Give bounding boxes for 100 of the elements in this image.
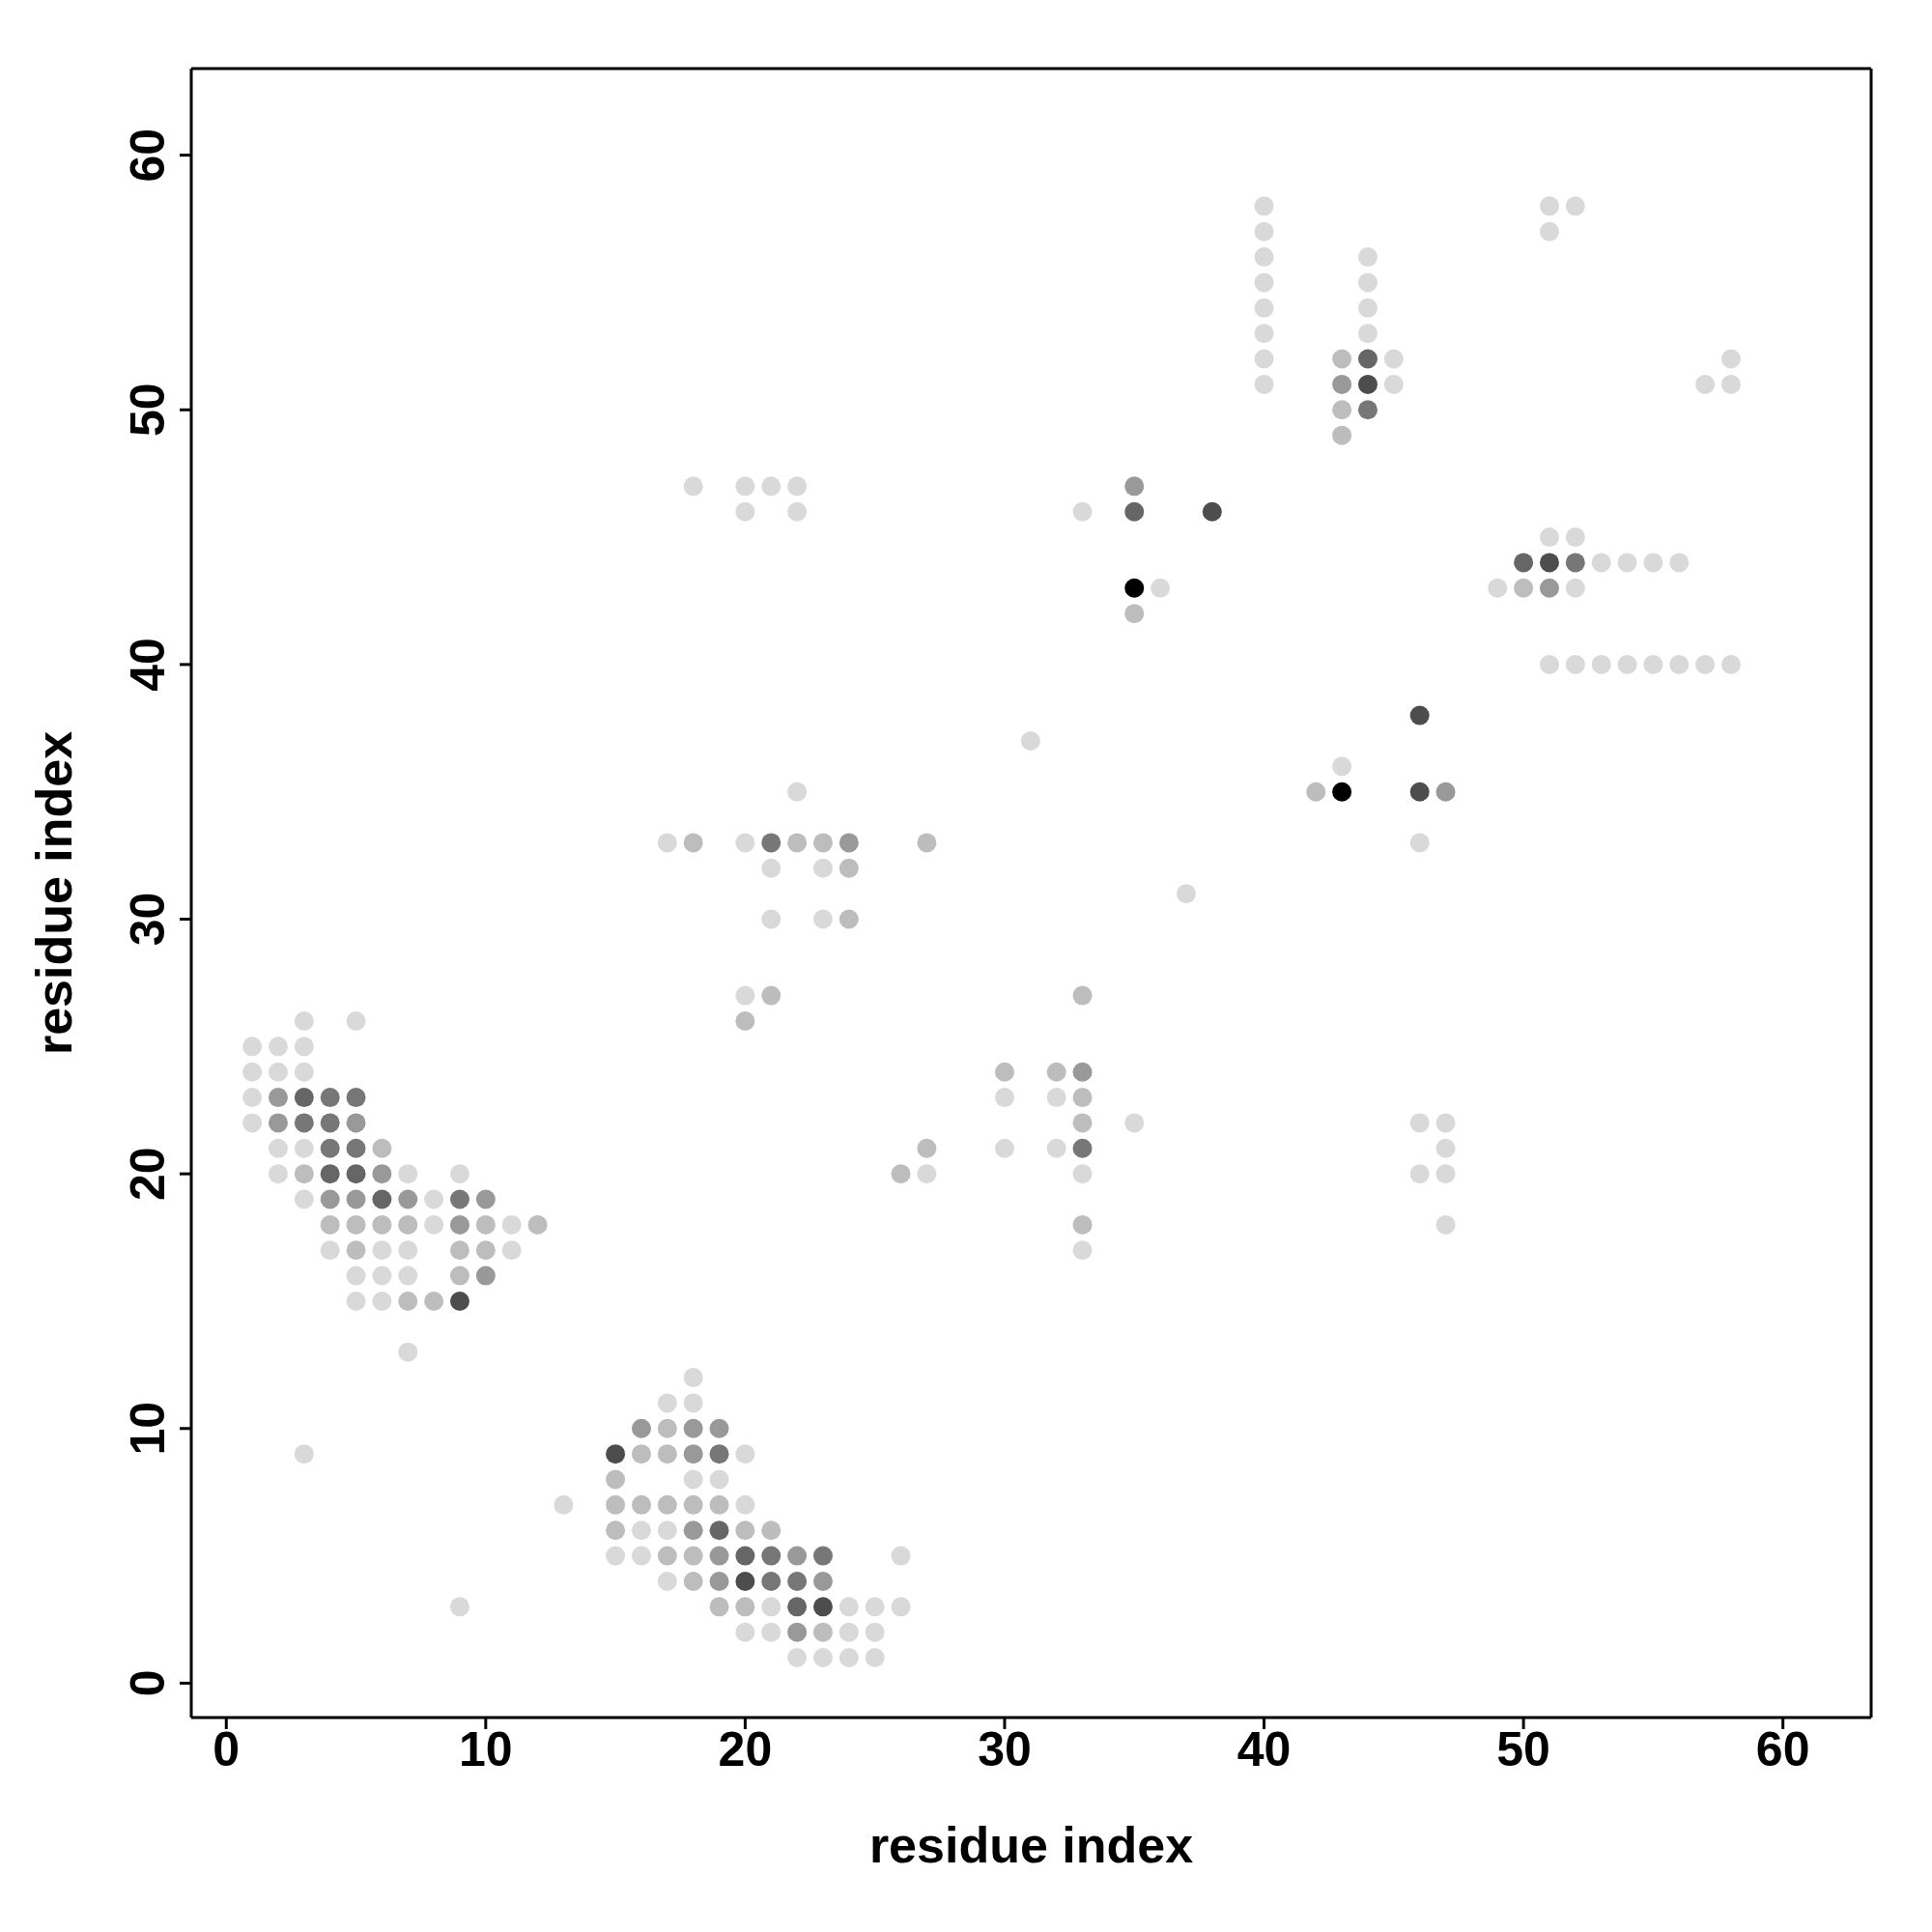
point [761, 833, 781, 853]
point [1046, 1062, 1066, 1082]
point [320, 1113, 340, 1133]
y-tick-label: 30 [121, 892, 175, 947]
point [1072, 985, 1093, 1006]
point [1357, 400, 1378, 420]
point [1332, 425, 1352, 445]
point [735, 1597, 755, 1617]
point [1409, 781, 1430, 802]
x-tick-label: 20 [718, 1721, 773, 1776]
point [372, 1214, 392, 1235]
point [527, 1214, 548, 1235]
point [1514, 578, 1534, 598]
point [268, 1113, 288, 1133]
point [812, 833, 833, 853]
point [709, 1494, 729, 1515]
point [657, 1546, 677, 1566]
y-tick-label: 10 [121, 1401, 175, 1456]
point [1357, 374, 1378, 394]
point [1072, 1088, 1093, 1108]
point [683, 1494, 703, 1515]
point [475, 1214, 496, 1235]
point [294, 1113, 314, 1133]
point [320, 1214, 340, 1235]
point [475, 1189, 496, 1209]
point [735, 1520, 755, 1541]
point [398, 1189, 418, 1209]
point [606, 1469, 626, 1490]
point [449, 1214, 469, 1235]
point [1124, 476, 1145, 497]
point [1409, 705, 1430, 725]
point [787, 833, 808, 853]
point [709, 1546, 729, 1566]
point [320, 1088, 340, 1108]
x-tick-label: 10 [459, 1721, 513, 1776]
point [891, 1164, 911, 1184]
point [787, 1546, 808, 1566]
point [1306, 781, 1326, 802]
y-axis-title: residue index [26, 730, 83, 1056]
point [1124, 501, 1145, 522]
y-tick-label: 60 [121, 128, 175, 183]
point [1514, 553, 1534, 573]
point [761, 985, 781, 1006]
point [398, 1214, 418, 1235]
point [709, 1418, 729, 1438]
point [606, 1494, 626, 1515]
point [735, 1546, 755, 1566]
point [812, 1597, 833, 1617]
point [631, 1444, 651, 1464]
point [1539, 578, 1559, 598]
point [606, 1444, 626, 1464]
point [475, 1240, 496, 1261]
point [346, 1164, 366, 1184]
point [294, 1164, 314, 1184]
y-tick-label: 50 [121, 383, 175, 438]
point [657, 1444, 677, 1464]
point [812, 1622, 833, 1642]
point [372, 1138, 392, 1158]
point [709, 1520, 729, 1541]
x-tick-label: 0 [213, 1721, 241, 1776]
point [1565, 553, 1585, 573]
point [268, 1088, 288, 1108]
point [657, 1494, 677, 1515]
point [346, 1113, 366, 1133]
point [372, 1164, 392, 1184]
y-tick-label: 40 [121, 638, 175, 692]
point [761, 1546, 781, 1566]
point [346, 1138, 366, 1158]
point [346, 1189, 366, 1209]
point [787, 1597, 808, 1617]
point [838, 858, 859, 878]
point [1124, 578, 1145, 598]
point [606, 1520, 626, 1541]
point [1539, 553, 1559, 573]
x-axis-title: residue index [868, 1817, 1194, 1873]
point [683, 1418, 703, 1438]
point [838, 909, 859, 929]
point [1332, 400, 1352, 420]
point [761, 1571, 781, 1591]
point [838, 833, 859, 853]
point [1072, 1113, 1093, 1133]
point [787, 1622, 808, 1642]
point [294, 1088, 314, 1108]
point [1357, 349, 1378, 369]
point [449, 1291, 469, 1311]
point [631, 1418, 651, 1438]
x-tick-label: 40 [1236, 1721, 1292, 1776]
x-tick-label: 60 [1755, 1721, 1810, 1776]
point [449, 1265, 469, 1286]
point [709, 1597, 729, 1617]
point [683, 1520, 703, 1541]
point [631, 1494, 651, 1515]
point [398, 1291, 418, 1311]
point [917, 1138, 937, 1158]
point [1072, 1214, 1093, 1235]
point [735, 1571, 755, 1591]
point [346, 1214, 366, 1235]
point [1072, 1062, 1093, 1082]
point [475, 1265, 496, 1286]
point [683, 1546, 703, 1566]
